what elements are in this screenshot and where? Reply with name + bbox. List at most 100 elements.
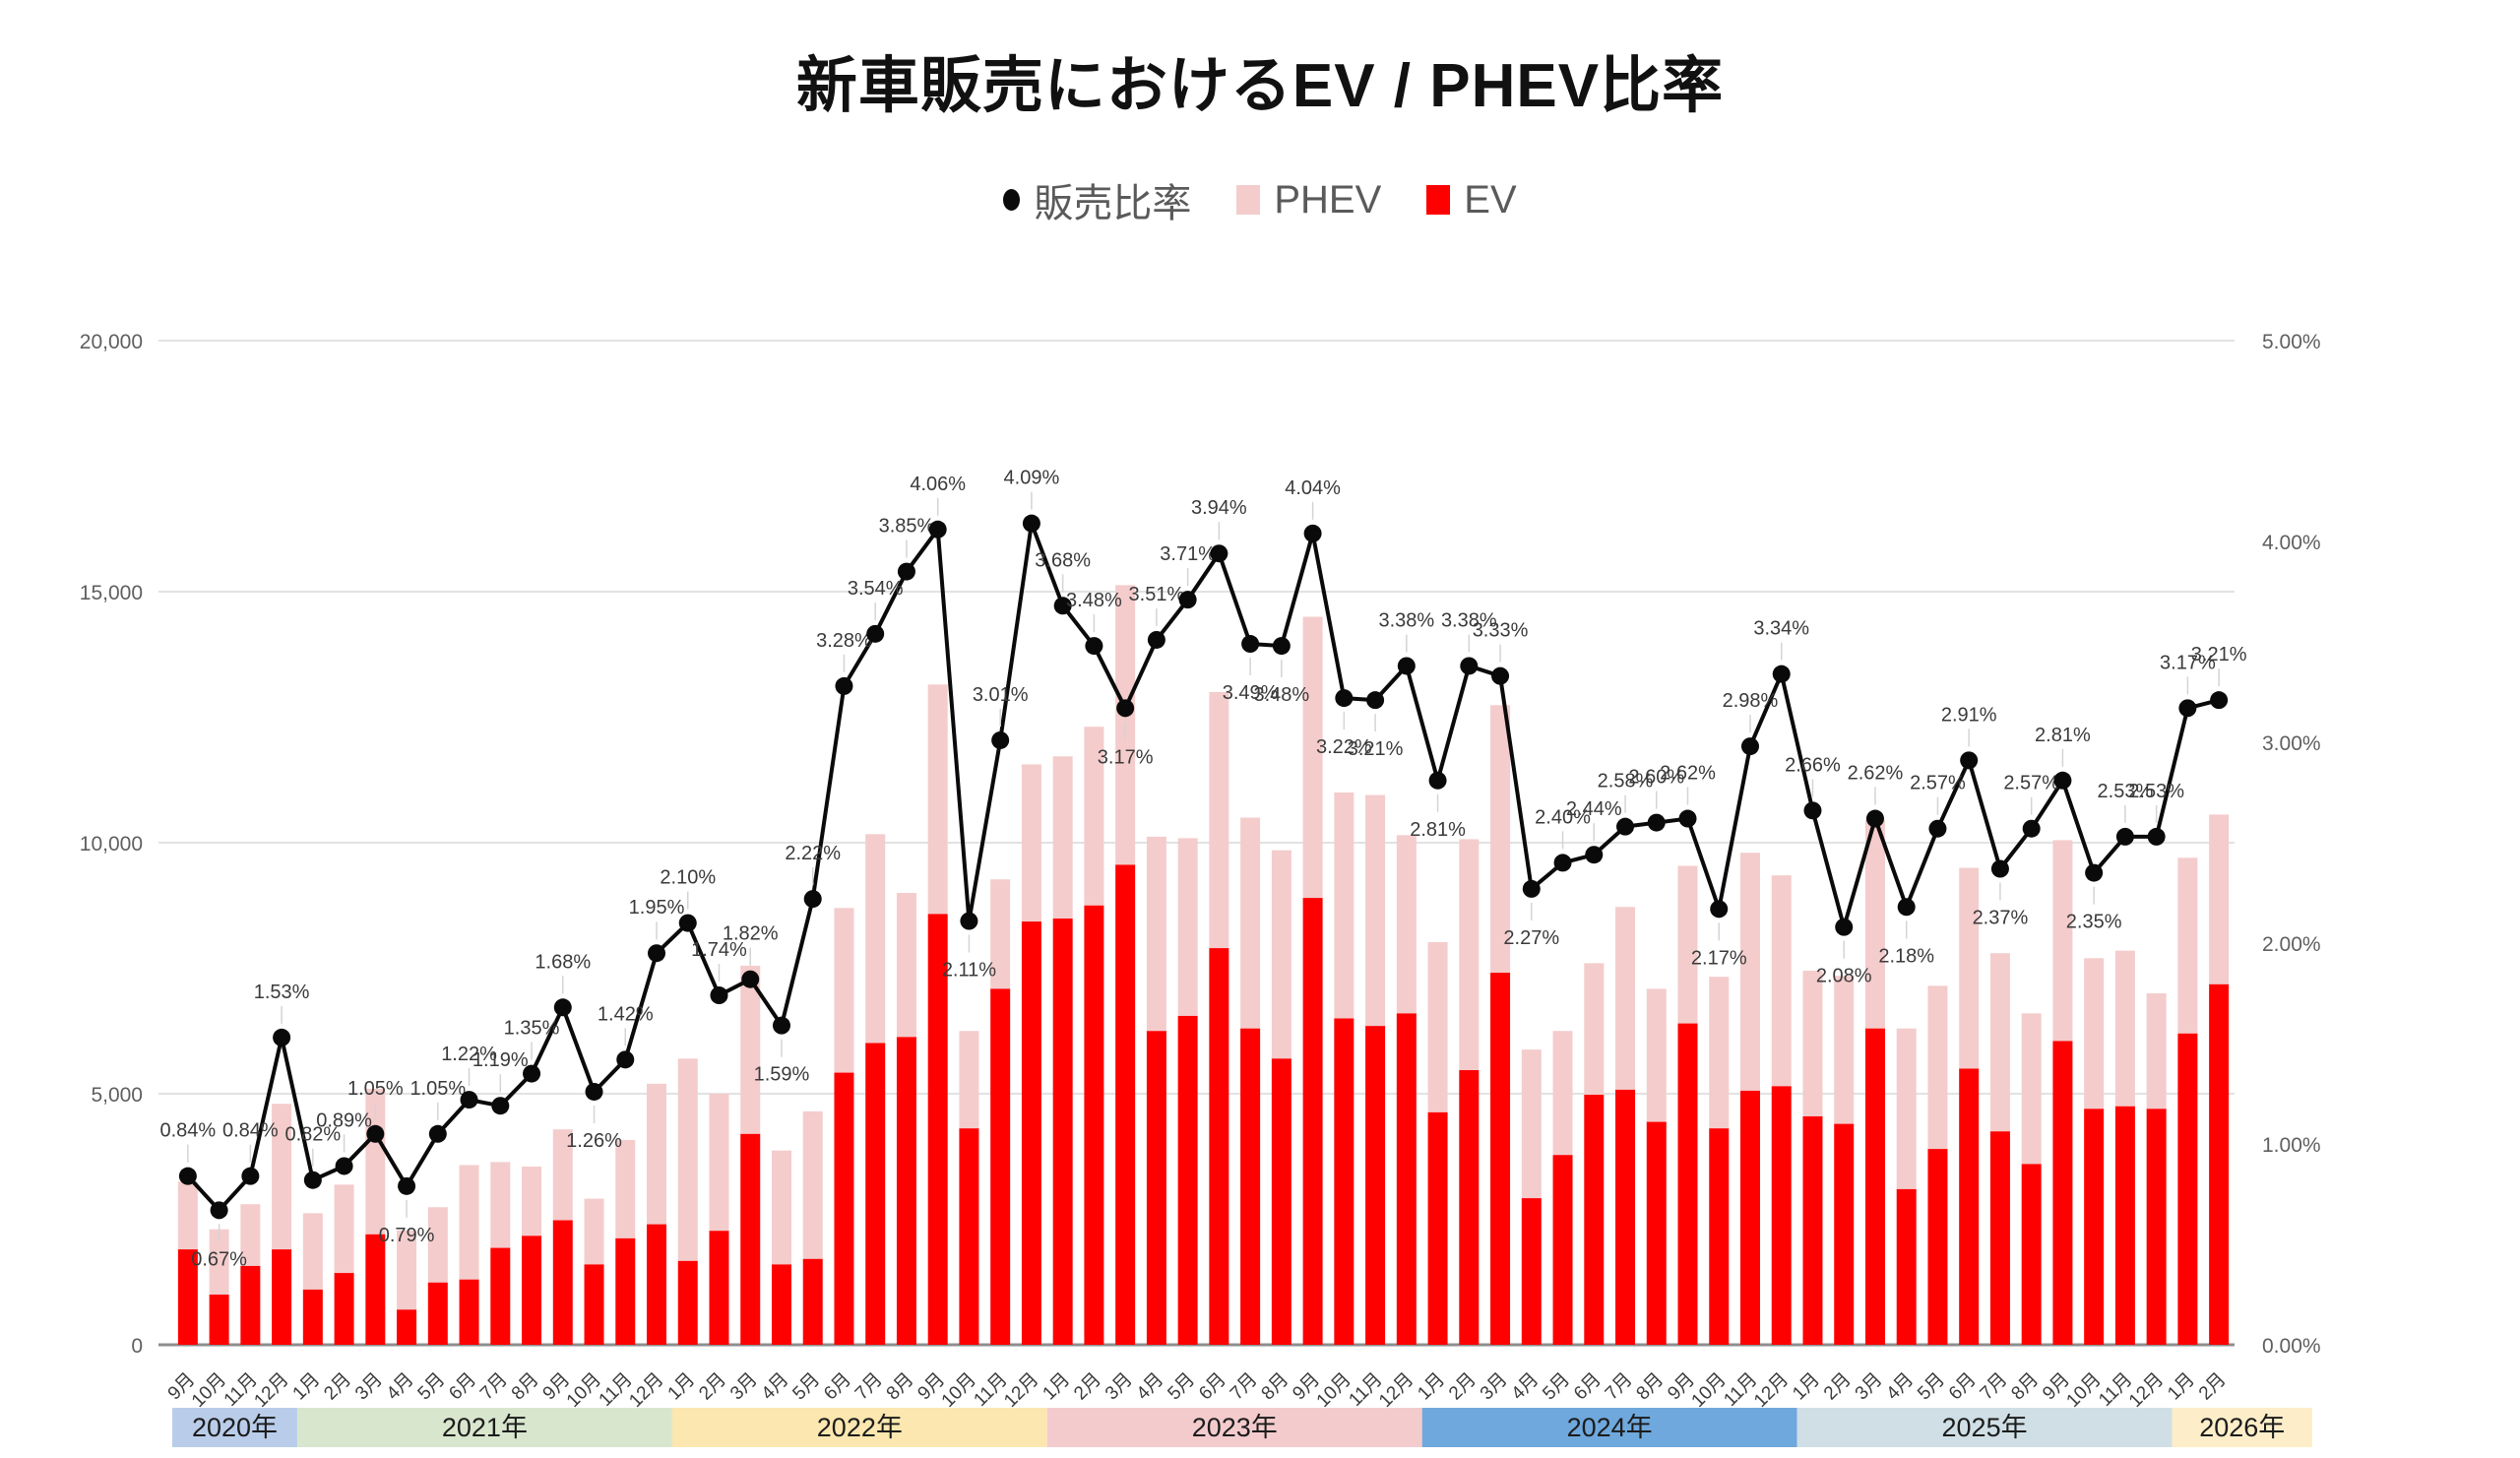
ev-bar[interactable] — [490, 1247, 511, 1345]
ev-bar[interactable] — [771, 1264, 791, 1345]
ev-bar[interactable] — [1896, 1188, 1917, 1345]
ev-bar[interactable] — [1115, 864, 1136, 1345]
ratio-point[interactable] — [1865, 809, 1884, 828]
ev-bar[interactable] — [397, 1309, 417, 1345]
ratio-point[interactable] — [897, 562, 915, 581]
ratio-point[interactable] — [1335, 689, 1354, 708]
phev-bar[interactable] — [1052, 756, 1073, 919]
ev-bar[interactable] — [334, 1273, 354, 1345]
phev-bar[interactable] — [209, 1229, 229, 1295]
ratio-point[interactable] — [398, 1176, 416, 1195]
ratio-point[interactable] — [1835, 918, 1854, 936]
ratio-point[interactable] — [1272, 637, 1291, 656]
ev-bar[interactable] — [802, 1258, 823, 1345]
ratio-point[interactable] — [1990, 859, 2009, 878]
phev-bar[interactable] — [1459, 839, 1480, 1071]
ratio-point[interactable] — [1928, 819, 1947, 838]
ev-bar[interactable] — [240, 1265, 261, 1345]
ratio-point[interactable] — [2147, 827, 2166, 846]
ev-bar[interactable] — [1959, 1068, 1980, 1346]
phev-bar[interactable] — [709, 1094, 729, 1232]
phev-bar[interactable] — [1209, 692, 1229, 949]
ratio-point[interactable] — [303, 1171, 322, 1189]
ev-bar[interactable] — [2052, 1041, 2073, 1345]
ratio-point[interactable] — [710, 986, 728, 1005]
phev-bar[interactable] — [1396, 835, 1417, 1014]
ev-bar[interactable] — [1302, 898, 1323, 1345]
ev-bar[interactable] — [865, 1043, 886, 1345]
ev-bar[interactable] — [1834, 1123, 1855, 1345]
ev-bar[interactable] — [1927, 1149, 1948, 1345]
ratio-point[interactable] — [2210, 691, 2229, 710]
ratio-point[interactable] — [2022, 819, 2041, 838]
ratio-point[interactable] — [1740, 737, 1759, 756]
ev-bar[interactable] — [2177, 1033, 2198, 1345]
ev-bar[interactable] — [1240, 1028, 1261, 1345]
ratio-point[interactable] — [210, 1201, 228, 1220]
phev-bar[interactable] — [896, 893, 916, 1038]
ratio-point[interactable] — [460, 1091, 478, 1109]
ev-bar[interactable] — [990, 988, 1011, 1345]
phev-bar[interactable] — [1927, 985, 1948, 1150]
ev-bar[interactable] — [1771, 1086, 1792, 1345]
phev-bar[interactable] — [1584, 963, 1605, 1096]
phev-bar[interactable] — [1552, 1031, 1573, 1156]
ev-bar[interactable] — [1864, 1028, 1885, 1345]
phev-bar[interactable] — [427, 1207, 448, 1283]
ev-bar[interactable] — [1521, 1198, 1542, 1345]
phev-bar[interactable] — [615, 1139, 636, 1238]
ratio-point[interactable] — [1460, 657, 1479, 675]
phev-bar[interactable] — [1302, 616, 1323, 899]
ratio-point[interactable] — [1116, 699, 1135, 718]
ratio-point[interactable] — [1616, 817, 1635, 836]
phev-bar[interactable] — [272, 1104, 292, 1250]
ratio-point[interactable] — [273, 1028, 291, 1046]
ev-bar[interactable] — [552, 1220, 573, 1345]
ratio-point[interactable] — [1897, 898, 1916, 917]
ratio-point[interactable] — [1085, 637, 1103, 656]
ev-bar[interactable] — [584, 1264, 604, 1345]
phev-bar[interactable] — [647, 1083, 667, 1225]
phev-bar[interactable] — [1646, 988, 1667, 1122]
ratio-point[interactable] — [1647, 813, 1666, 832]
ratio-point[interactable] — [553, 998, 572, 1017]
ratio-point[interactable] — [1585, 846, 1604, 864]
ev-bar[interactable] — [1427, 1111, 1448, 1345]
ev-bar[interactable] — [1021, 921, 1041, 1345]
ev-bar[interactable] — [302, 1289, 323, 1345]
ev-bar[interactable] — [896, 1037, 916, 1345]
ev-bar[interactable] — [2021, 1164, 2042, 1345]
ev-bar[interactable] — [1739, 1090, 1760, 1345]
phev-bar[interactable] — [802, 1110, 823, 1259]
phev-bar[interactable] — [459, 1165, 479, 1280]
ev-bar[interactable] — [2114, 1106, 2135, 1345]
ev-bar[interactable] — [2084, 1109, 2105, 1345]
ratio-point[interactable] — [803, 890, 822, 909]
ev-bar[interactable] — [209, 1295, 229, 1345]
phev-bar[interactable] — [771, 1150, 791, 1265]
ratio-point[interactable] — [835, 676, 853, 695]
ev-bar[interactable] — [1271, 1058, 1292, 1345]
phev-bar[interactable] — [1896, 1028, 1917, 1189]
ratio-point[interactable] — [1678, 809, 1697, 828]
ratio-point[interactable] — [772, 1016, 790, 1035]
ev-bar[interactable] — [1177, 1015, 1198, 1345]
ev-bar[interactable] — [1552, 1155, 1573, 1345]
phev-bar[interactable] — [584, 1198, 604, 1265]
phev-bar[interactable] — [365, 1088, 386, 1235]
phev-bar[interactable] — [865, 834, 886, 1044]
phev-bar[interactable] — [1709, 977, 1730, 1129]
ratio-point[interactable] — [616, 1050, 635, 1069]
ratio-point[interactable] — [1053, 597, 1072, 615]
ev-bar[interactable] — [1365, 1026, 1386, 1345]
ratio-point[interactable] — [1772, 665, 1791, 683]
ratio-point[interactable] — [178, 1167, 197, 1185]
ev-bar[interactable] — [1677, 1023, 1698, 1345]
ratio-point[interactable] — [2178, 699, 2197, 718]
phev-bar[interactable] — [490, 1162, 511, 1248]
phev-bar[interactable] — [1021, 764, 1041, 922]
phev-bar[interactable] — [1959, 867, 1980, 1069]
ratio-point[interactable] — [648, 944, 666, 963]
ratio-point[interactable] — [335, 1157, 353, 1175]
phev-bar[interactable] — [1427, 941, 1448, 1112]
